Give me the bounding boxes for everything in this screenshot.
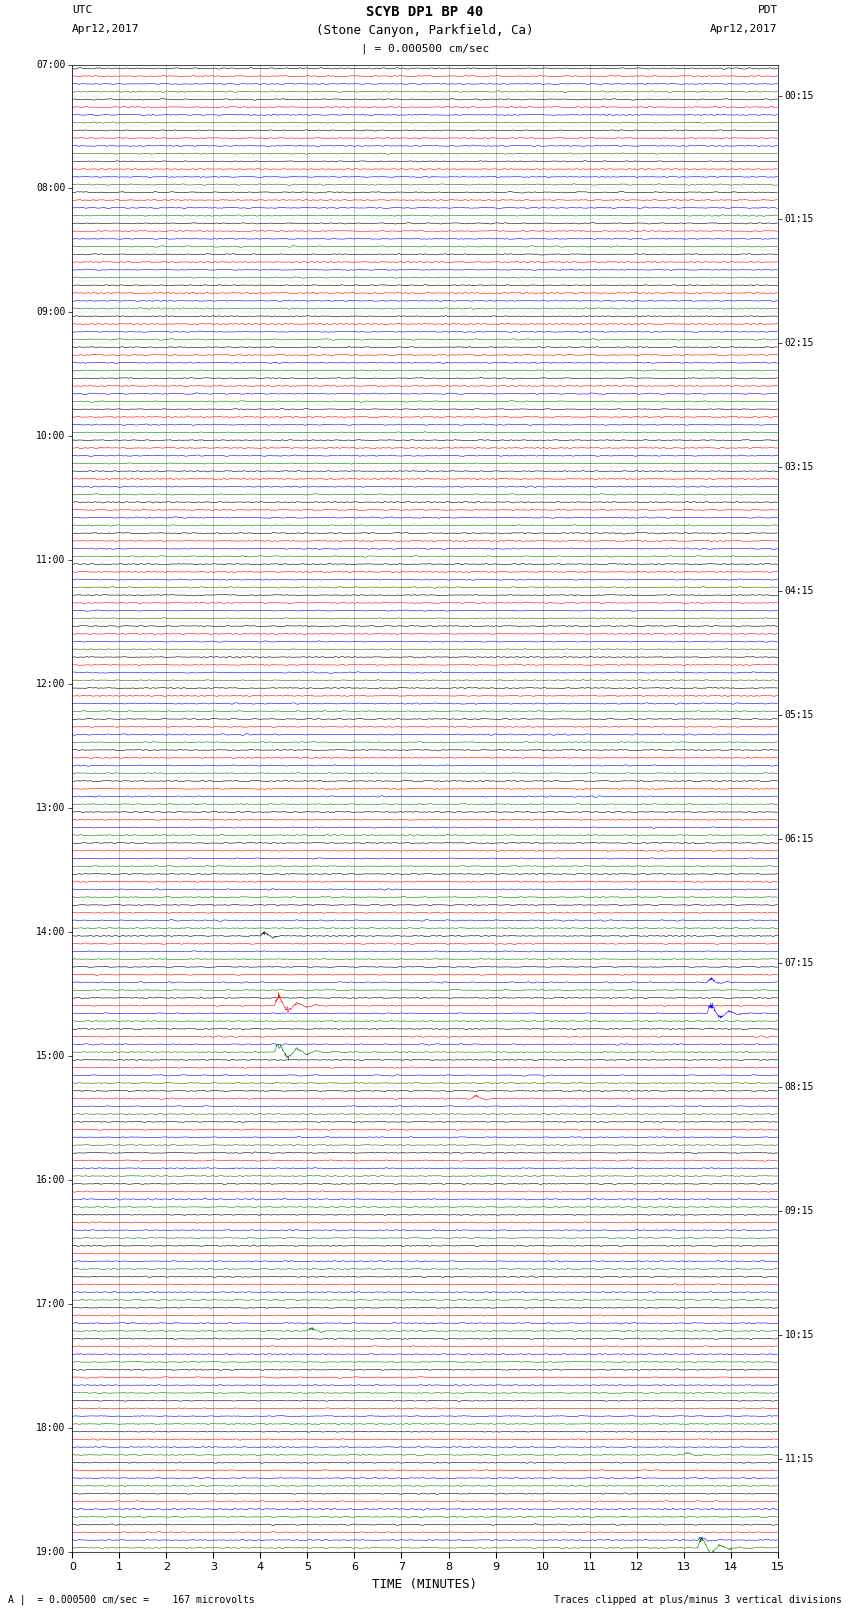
Text: Apr12,2017: Apr12,2017 — [72, 24, 139, 34]
Text: UTC: UTC — [72, 5, 93, 15]
Text: PDT: PDT — [757, 5, 778, 15]
Text: | = 0.000500 cm/sec: | = 0.000500 cm/sec — [361, 44, 489, 55]
Text: SCYB DP1 BP 40: SCYB DP1 BP 40 — [366, 5, 484, 19]
Text: Traces clipped at plus/minus 3 vertical divisions: Traces clipped at plus/minus 3 vertical … — [553, 1595, 842, 1605]
Text: A |  = 0.000500 cm/sec =    167 microvolts: A | = 0.000500 cm/sec = 167 microvolts — [8, 1594, 255, 1605]
X-axis label: TIME (MINUTES): TIME (MINUTES) — [372, 1578, 478, 1590]
Text: (Stone Canyon, Parkfield, Ca): (Stone Canyon, Parkfield, Ca) — [316, 24, 534, 37]
Text: Apr12,2017: Apr12,2017 — [711, 24, 778, 34]
